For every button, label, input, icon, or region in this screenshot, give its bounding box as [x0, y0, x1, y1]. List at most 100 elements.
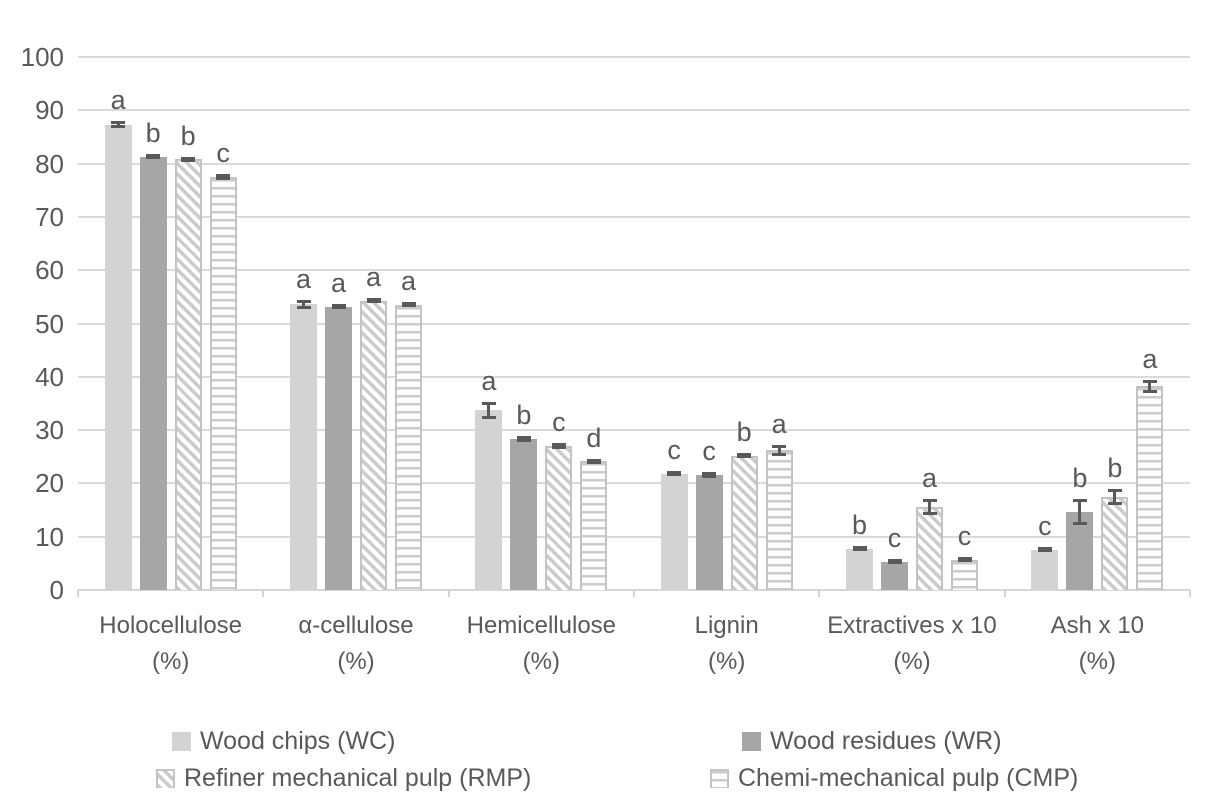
bar-wc-2 — [290, 304, 317, 590]
bar-wc-4 — [660, 473, 688, 590]
error-bar — [111, 120, 126, 129]
category-label: Holocellulose (%) — [78, 608, 263, 680]
gridline-40 — [78, 375, 1190, 378]
gridline-80 — [78, 162, 1190, 165]
sig-letter: c — [216, 138, 230, 169]
sig-letter: a — [295, 264, 312, 295]
error-bar — [1107, 489, 1122, 506]
category-label-unit: (%) — [893, 648, 931, 675]
category-label-unit: (%) — [1078, 648, 1116, 675]
sig-letter: a — [365, 261, 382, 292]
error-bar — [586, 458, 601, 464]
bar-cmp-6 — [1136, 386, 1164, 590]
legend-label: Wood chips (WC) — [200, 726, 396, 755]
legend-label: Refiner mechanical pulp (RMP) — [184, 763, 532, 792]
error-line — [928, 498, 931, 515]
bar-wr-5 — [881, 561, 908, 590]
error-bar — [216, 174, 231, 180]
category-label: Lignin (%) — [634, 608, 819, 680]
category-label: Extractives x 10 (%) — [819, 608, 1004, 680]
y-tick-label: 60 — [35, 255, 64, 286]
legend-item-cmp: Chemi-mechanical pulp (CMP) — [710, 764, 1078, 792]
error-bar — [737, 453, 752, 459]
sig-letter: c — [957, 521, 972, 552]
legend-item-wr: Wood residues (WR) — [742, 727, 1002, 755]
legend-swatch-wr — [742, 731, 761, 751]
category-label-unit: (%) — [337, 648, 375, 675]
category-tick — [447, 590, 450, 597]
error-cap-bottom — [887, 561, 902, 565]
y-axis: 0 10 20 30 40 50 60 70 80 90 100 — [0, 42, 64, 605]
error-bar — [181, 156, 196, 162]
bar-rmp-5 — [916, 506, 943, 590]
error-cap-bottom — [702, 474, 717, 478]
error-line — [487, 401, 491, 419]
error-cap-bottom — [216, 176, 231, 180]
y-tick-label: 80 — [35, 148, 64, 179]
category-tick — [818, 590, 821, 597]
gridline-50 — [78, 322, 1190, 325]
x-axis: Holocellulose (%) α-cellulose (%) Hemicellul… — [78, 608, 1190, 684]
category-label-name: Hemicellulose — [466, 612, 617, 639]
error-cap-bottom — [922, 511, 937, 515]
error-line — [1113, 489, 1117, 506]
sig-letter: a — [110, 84, 126, 115]
y-tick-label: 0 — [49, 575, 64, 605]
y-tick-label: 90 — [35, 95, 64, 126]
category-label: Ash x 10 (%) — [1005, 608, 1190, 680]
sig-letter: b — [145, 118, 161, 148]
sig-letter: c — [887, 523, 902, 554]
gridline-10 — [78, 535, 1190, 538]
error-cap-bottom — [957, 559, 972, 563]
error-bar — [772, 445, 787, 456]
bar-cmp-2 — [395, 304, 422, 590]
error-cap-bottom — [667, 473, 682, 477]
error-cap-bottom — [481, 415, 496, 419]
error-cap-bottom — [181, 158, 196, 162]
bar-wr-4 — [695, 474, 723, 590]
error-cap-bottom — [401, 304, 416, 308]
error-cap-bottom — [516, 439, 531, 443]
sig-letter: a — [481, 365, 497, 396]
legend-item-wc: Wood chips (WC) — [172, 727, 395, 755]
bar-rmp-3 — [545, 446, 573, 590]
gridline-90 — [78, 109, 1190, 112]
error-bar — [1072, 498, 1087, 526]
category-label-name: Holocellulose — [99, 612, 243, 639]
category-label-name: Lignin — [694, 612, 759, 639]
error-bar — [481, 401, 496, 419]
category-tick — [1189, 590, 1191, 597]
sig-letter: b — [180, 120, 196, 151]
gridline-20 — [78, 482, 1190, 485]
bar-cmp-1 — [209, 176, 237, 590]
category-label-name: α-cellulose — [298, 612, 414, 639]
error-line — [777, 445, 781, 456]
error-cap-bottom — [586, 460, 601, 464]
error-bar — [667, 471, 682, 477]
error-bar — [146, 154, 161, 160]
error-bar — [957, 557, 972, 563]
error-line — [1148, 379, 1152, 393]
bar-wr-1 — [139, 156, 167, 590]
legend-swatch-wc — [172, 731, 191, 751]
sig-letter: b — [1072, 462, 1088, 493]
sig-letter: a — [921, 462, 938, 493]
error-line — [302, 300, 305, 309]
error-cap-bottom — [366, 300, 381, 304]
error-bar — [366, 297, 381, 304]
category-tick — [77, 590, 79, 597]
error-bar — [296, 300, 311, 309]
gridline-30 — [78, 429, 1190, 432]
error-cap-bottom — [1072, 522, 1087, 526]
gridline-100 — [78, 56, 1190, 58]
category-label-name: Ash x 10 — [1050, 612, 1145, 639]
category-label: α-cellulose (%) — [263, 608, 448, 680]
error-cap-bottom — [551, 445, 566, 449]
error-cap-bottom — [737, 455, 752, 459]
bar-rmp-2 — [360, 300, 387, 590]
legend-label: Chemi-mechanical pulp (CMP) — [738, 763, 1079, 792]
error-bar — [1142, 379, 1157, 393]
sig-letter: c — [1038, 510, 1052, 541]
